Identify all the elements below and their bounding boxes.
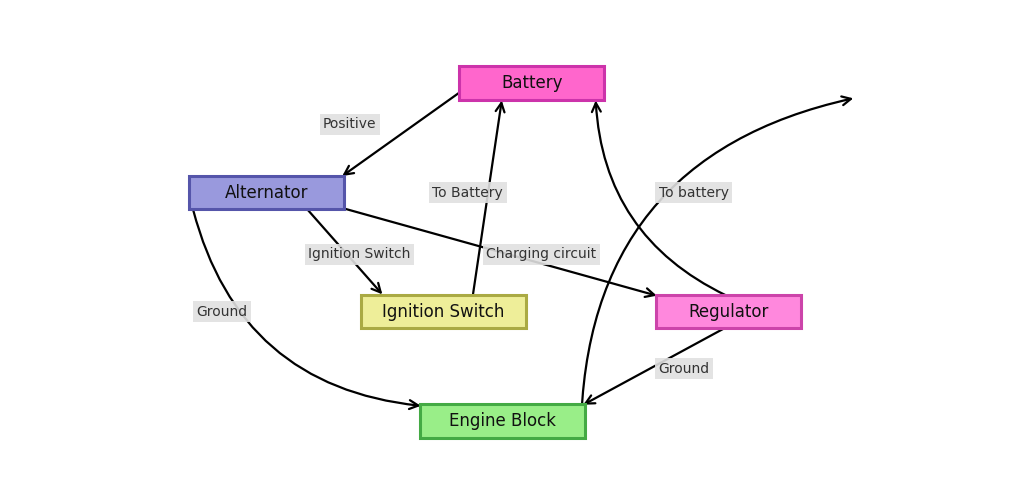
- FancyBboxPatch shape: [188, 176, 344, 209]
- Text: Ground: Ground: [658, 362, 710, 376]
- Text: Positive: Positive: [323, 117, 377, 131]
- Text: Ignition Switch: Ignition Switch: [308, 247, 411, 261]
- FancyBboxPatch shape: [420, 404, 585, 438]
- Text: Ignition Switch: Ignition Switch: [382, 302, 505, 321]
- FancyBboxPatch shape: [459, 67, 604, 100]
- Text: Charging circuit: Charging circuit: [486, 247, 597, 261]
- Text: Regulator: Regulator: [688, 302, 768, 321]
- FancyBboxPatch shape: [360, 295, 525, 328]
- Text: Alternator: Alternator: [224, 184, 308, 202]
- Text: Ground: Ground: [197, 305, 248, 318]
- Text: To Battery: To Battery: [432, 186, 503, 200]
- Text: Battery: Battery: [501, 74, 562, 92]
- Text: To battery: To battery: [658, 186, 729, 200]
- FancyBboxPatch shape: [655, 295, 801, 328]
- Text: Engine Block: Engine Block: [449, 412, 556, 430]
